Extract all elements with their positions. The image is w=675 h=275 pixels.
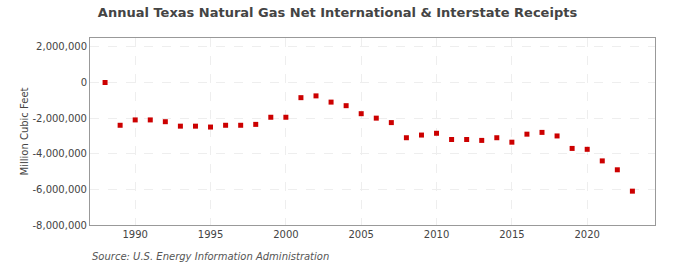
- svg-text:2010: 2010: [424, 229, 449, 240]
- svg-text:-8,000,000: -8,000,000: [32, 220, 87, 231]
- svg-text:2020: 2020: [574, 229, 599, 240]
- svg-text:-6,000,000: -6,000,000: [32, 184, 87, 195]
- svg-text:Million Cubic Feet: Million Cubic Feet: [19, 87, 30, 175]
- svg-text:0: 0: [81, 77, 87, 88]
- svg-text:1990: 1990: [122, 229, 147, 240]
- svg-text:2015: 2015: [499, 229, 524, 240]
- svg-text:Annual Texas Natural Gas Net I: Annual Texas Natural Gas Net Internation…: [98, 5, 578, 20]
- svg-text:2,000,000: 2,000,000: [36, 41, 87, 52]
- svg-text:-2,000,000: -2,000,000: [32, 113, 87, 124]
- svg-text:1995: 1995: [198, 229, 223, 240]
- svg-text:2000: 2000: [273, 229, 298, 240]
- svg-text:2005: 2005: [348, 229, 373, 240]
- svg-text:Source: U.S. Energy Informatio: Source: U.S. Energy Information Administ…: [92, 251, 329, 262]
- svg-text:-4,000,000: -4,000,000: [32, 148, 87, 159]
